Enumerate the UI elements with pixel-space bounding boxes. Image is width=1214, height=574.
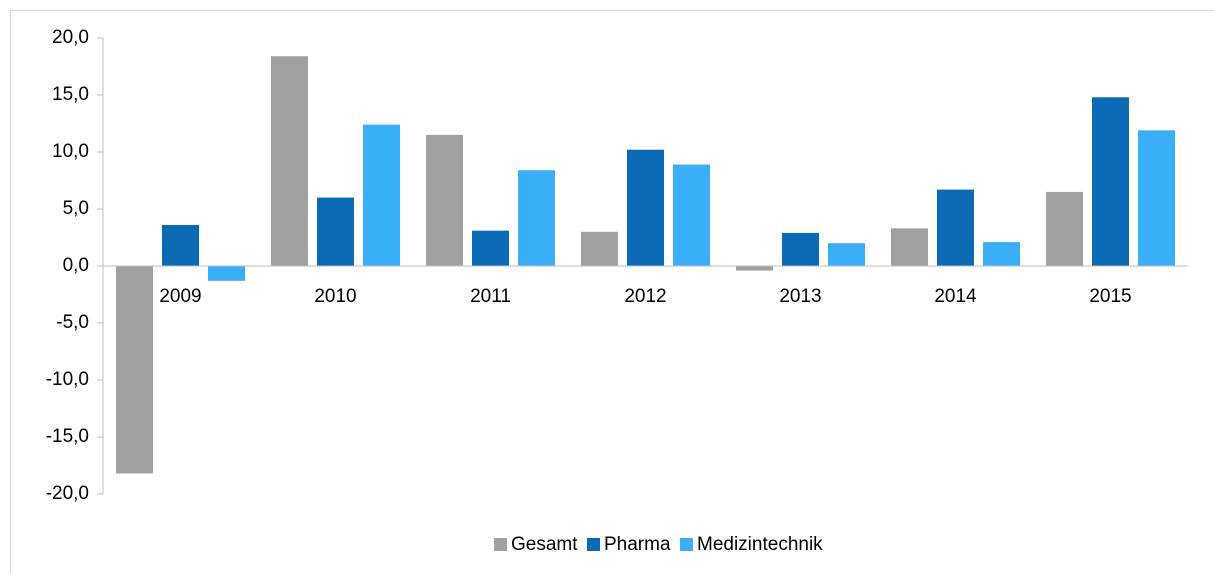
bar [518,170,555,266]
bar [937,189,974,266]
legend-label: Medizintechnik [697,534,823,555]
legend-swatch [680,538,693,551]
bar [116,266,153,474]
bar [317,197,354,266]
legend-swatch [494,538,507,551]
y-tick-label: 10,0 [52,141,89,162]
x-tick-label: 2014 [934,286,977,307]
y-tick-label: 15,0 [52,84,89,105]
x-tick-label: 2010 [314,286,356,307]
x-tick-label: 2012 [624,286,666,307]
legend-label: Pharma [604,534,671,555]
bar [983,242,1020,266]
bar [673,164,710,266]
x-tick-label: 2009 [159,286,201,307]
y-tick-label: 5,0 [63,198,89,219]
bar [1092,97,1129,266]
bar [627,149,664,266]
chart-border [10,10,1214,574]
bar [1046,191,1083,266]
bar [1138,130,1175,266]
y-tick-label: -20,0 [46,483,89,504]
bar [782,232,819,266]
y-tick-label: -10,0 [46,369,89,390]
bar [363,124,400,266]
y-tick-label: 0,0 [63,255,89,276]
bar [271,56,308,266]
x-tick-label: 2015 [1089,286,1131,307]
bar [472,230,509,266]
y-tick-label: 20,0 [52,27,89,48]
bar [828,243,865,266]
x-tick-label: 2011 [470,286,511,307]
bar [162,224,199,266]
x-tick-label: 2013 [779,286,821,307]
bar [426,134,463,266]
bar [736,266,773,271]
bar [208,266,245,281]
bar [891,228,928,266]
y-tick-label: -5,0 [56,312,89,333]
legend-swatch [587,538,600,551]
bar [581,231,618,266]
legend-label: Gesamt [511,534,578,555]
y-tick-label: -15,0 [46,426,89,447]
